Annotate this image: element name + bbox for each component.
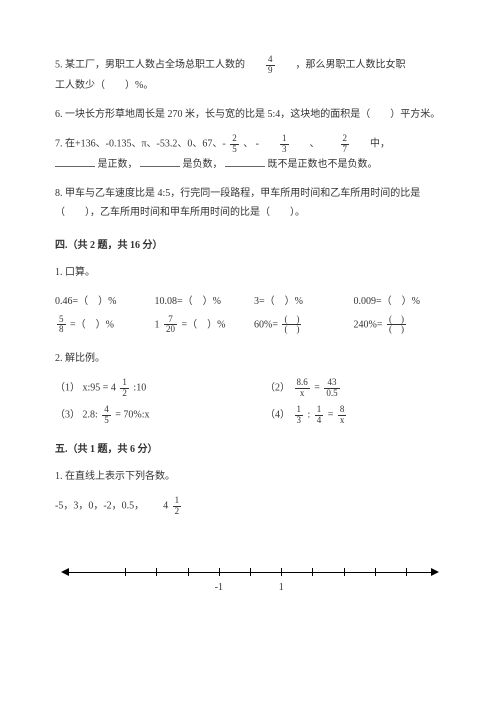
q7-fraction-3: 2 7 — [341, 134, 350, 155]
proportion-4: （4） 1 3 : 1 4 = 8 x — [265, 405, 445, 426]
number-line-tick — [344, 568, 345, 576]
fraction: ( ) ( ) — [387, 315, 406, 336]
number-line-tick — [406, 568, 407, 576]
question-7: 7. 在+136、-0.135、π、-53.2、0、67、- 2 5 、 - 1… — [55, 134, 445, 174]
q5-line2: 工人数少（ ）%。 — [55, 76, 445, 95]
q7-fraction-1: 2 5 — [230, 134, 239, 155]
fraction: 8 x — [338, 405, 347, 426]
calc-cell: 60%= ( ) ( ) — [254, 315, 346, 336]
proportion-row-1: （1） x:95 = 4 1 2 :10 （2） 8.6 x = 43 0.5 — [55, 378, 445, 399]
q7-text-1: 7. 在+136、-0.135、π、-53.2、0、67、- — [55, 138, 226, 149]
q5-text-1: 5. 某工厂，男职工人数占全场总职工人数的 — [55, 60, 245, 71]
question-8: 8. 甲车与乙车速度比是 4:5，行完同一段路程，甲车所用时间和乙车所用时间的比… — [55, 184, 445, 222]
proportion-1: （1） x:95 = 4 1 2 :10 — [55, 378, 235, 399]
q5-text-2: ，那么男职工人数比女职 — [296, 60, 406, 71]
section-5-sub1: 1. 在直线上表示下列各数。 — [55, 467, 445, 486]
q7-text-2: 中， — [370, 138, 390, 149]
blank — [225, 157, 265, 167]
section-5-title: 五.（共 1 题，共 6 分） — [55, 440, 445, 459]
calc-cell: 0.46=（ ）% — [55, 292, 147, 311]
proportion-2: （2） 8.6 x = 43 0.5 — [265, 378, 445, 399]
q7-sep-2: 、 — [310, 138, 320, 149]
q7-fraction-2: 1 3 — [280, 134, 289, 155]
number-line-tick — [156, 568, 157, 576]
section-4-title: 四.（共 2 题，共 16 分） — [55, 236, 445, 255]
fraction: 5 8 — [57, 315, 66, 336]
question-5: 5. 某工厂，男职工人数占全场总职工人数的 4 9 ，那么男职工人数比女职 工人… — [55, 55, 445, 95]
q5-fraction: 4 9 — [266, 55, 275, 76]
number-line-tick — [375, 568, 376, 576]
number-line-tick — [250, 568, 251, 576]
fraction: 8.6 x — [295, 378, 310, 399]
blank — [140, 157, 180, 167]
number-line-tick — [219, 568, 220, 576]
fraction: 1 2 — [173, 496, 182, 517]
number-line-label: -1 — [215, 578, 223, 597]
q7-sep-1: 、 - — [243, 138, 259, 149]
calc-cell: 1 7 20 =（ ）% — [155, 315, 247, 336]
proportion-3: （3） 2.8: 4 5 = 70%:x — [55, 405, 235, 426]
fraction: 43 0.5 — [324, 378, 339, 399]
arrow-left-icon — [61, 568, 69, 576]
number-line-label: 1 — [279, 578, 284, 597]
calc-cell: 240%= ( ) ( ) — [354, 315, 446, 336]
calc-cell: 10.08=（ ）% — [155, 292, 247, 311]
blank — [55, 157, 95, 167]
fraction: ( ) ( ) — [282, 315, 301, 336]
question-6: 6. 一块长方形草地周长是 270 米，长与宽的比是 5:4，这块地的面积是（ … — [55, 105, 445, 124]
fraction: 1 4 — [315, 405, 324, 426]
calc-row-2: 5 8 =（ ）% 1 7 20 =（ ）% 60%= ( ) ( ) 240%… — [55, 315, 445, 336]
calc-cell: 3=（ ）% — [254, 292, 346, 311]
number-line-tick — [125, 568, 126, 576]
arrow-right-icon — [431, 568, 439, 576]
calc-cell: 5 8 =（ ）% — [55, 315, 147, 336]
number-line: -1 1 — [55, 542, 445, 602]
number-line-tick — [188, 568, 189, 576]
q7-line2: 是正数， 是负数， 既不是正数也不是负数。 — [55, 155, 445, 174]
fraction: 4 5 — [102, 405, 111, 426]
section-4-sub1: 1. 口算。 — [55, 263, 445, 282]
section-4-sub2: 2. 解比例。 — [55, 349, 445, 368]
calc-cell: 0.009=（ ）% — [354, 292, 446, 311]
calc-row-1: 0.46=（ ）% 10.08=（ ）% 3=（ ）% 0.009=（ ）% — [55, 292, 445, 311]
fraction: 7 20 — [164, 315, 177, 336]
section-5-values: -5，3，0，-2，0.5， 4 1 2 — [55, 496, 445, 517]
mixed-number: 4 1 2 — [163, 496, 183, 517]
number-line-tick — [312, 568, 313, 576]
fraction: 1 2 — [120, 378, 129, 399]
fraction: 1 3 — [295, 405, 304, 426]
mixed-number: 1 7 20 — [155, 315, 180, 336]
proportion-row-2: （3） 2.8: 4 5 = 70%:x （4） 1 3 : 1 4 = 8 x — [55, 405, 445, 426]
number-line-tick — [281, 568, 282, 576]
